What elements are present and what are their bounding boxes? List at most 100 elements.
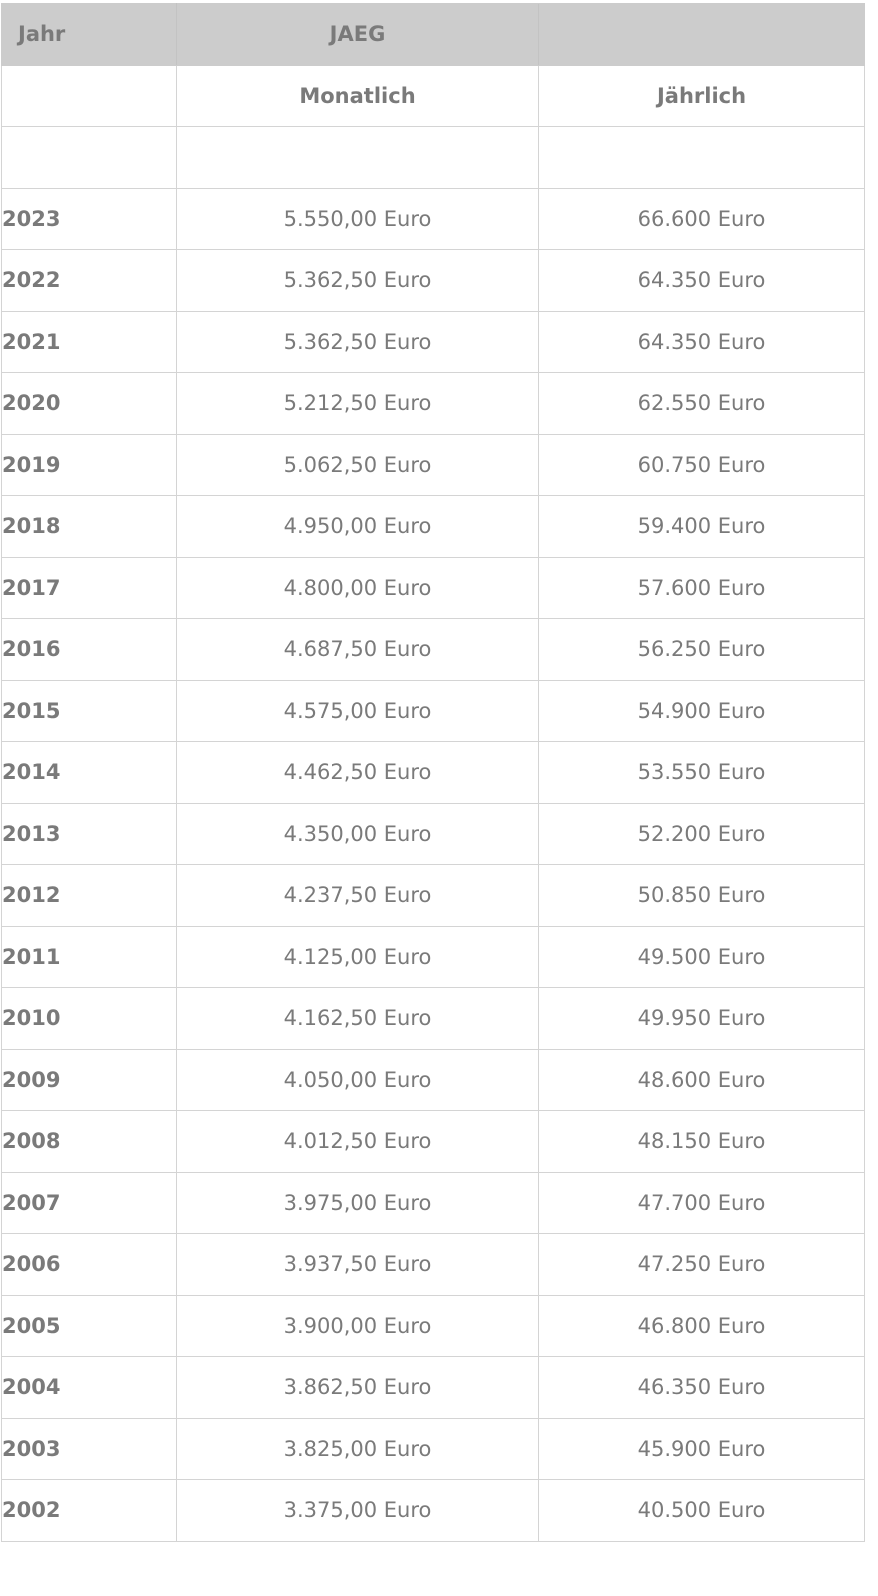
header-jaeg: JAEG — [176, 3, 539, 66]
yearly-cell: 59.400 Euro — [538, 495, 865, 558]
table-row: 2016 4.687,50 Euro 56.250 Euro — [1, 618, 865, 681]
empty-cell — [1, 126, 177, 189]
subheader-row: Monatlich Jährlich — [1, 64, 865, 127]
empty-cell — [538, 126, 865, 189]
monthly-cell: 3.862,50 Euro — [176, 1356, 539, 1419]
table-row: 2008 4.012,50 Euro 48.150 Euro — [1, 1110, 865, 1173]
year-cell: 2007 — [1, 1171, 177, 1234]
table-row: 2018 4.950,00 Euro 59.400 Euro — [1, 495, 865, 558]
monthly-cell: 4.462,50 Euro — [176, 741, 539, 804]
year-cell: 2004 — [1, 1356, 177, 1419]
table-row: 2020 5.212,50 Euro 62.550 Euro — [1, 372, 865, 435]
year-cell: 2023 — [1, 187, 177, 250]
year-cell: 2014 — [1, 741, 177, 804]
year-cell: 2005 — [1, 1294, 177, 1357]
yearly-cell: 49.950 Euro — [538, 987, 865, 1050]
yearly-cell: 60.750 Euro — [538, 433, 865, 496]
table-row: 2013 4.350,00 Euro 52.200 Euro — [1, 802, 865, 865]
yearly-cell: 62.550 Euro — [538, 372, 865, 435]
monthly-cell: 3.375,00 Euro — [176, 1479, 539, 1542]
yearly-cell: 45.900 Euro — [538, 1417, 865, 1480]
year-cell: 2019 — [1, 433, 177, 496]
monthly-cell: 4.012,50 Euro — [176, 1110, 539, 1173]
table-row: 2015 4.575,00 Euro 54.900 Euro — [1, 679, 865, 742]
table-row: 2004 3.862,50 Euro 46.350 Euro — [1, 1356, 865, 1419]
yearly-cell: 53.550 Euro — [538, 741, 865, 804]
table-row: 2010 4.162,50 Euro 49.950 Euro — [1, 987, 865, 1050]
empty-row — [1, 126, 865, 189]
yearly-cell: 40.500 Euro — [538, 1479, 865, 1542]
subheader-empty — [1, 64, 177, 127]
subheader-monthly: Monatlich — [176, 64, 539, 127]
monthly-cell: 4.125,00 Euro — [176, 925, 539, 988]
yearly-cell: 47.700 Euro — [538, 1171, 865, 1234]
table-row: 2012 4.237,50 Euro 50.850 Euro — [1, 864, 865, 927]
monthly-cell: 5.362,50 Euro — [176, 310, 539, 373]
table-row: 2011 4.125,00 Euro 49.500 Euro — [1, 925, 865, 988]
table-row: 2022 5.362,50 Euro 64.350 Euro — [1, 249, 865, 312]
year-cell: 2017 — [1, 556, 177, 619]
year-cell: 2009 — [1, 1048, 177, 1111]
table-row: 2003 3.825,00 Euro 45.900 Euro — [1, 1417, 865, 1480]
yearly-cell: 48.150 Euro — [538, 1110, 865, 1173]
yearly-cell: 50.850 Euro — [538, 864, 865, 927]
year-cell: 2008 — [1, 1110, 177, 1173]
monthly-cell: 4.950,00 Euro — [176, 495, 539, 558]
monthly-cell: 4.050,00 Euro — [176, 1048, 539, 1111]
table-row: 2017 4.800,00 Euro 57.600 Euro — [1, 556, 865, 619]
monthly-cell: 4.687,50 Euro — [176, 618, 539, 681]
header-jahr: Jahr — [1, 3, 177, 66]
yearly-cell: 49.500 Euro — [538, 925, 865, 988]
table-row: 2021 5.362,50 Euro 64.350 Euro — [1, 310, 865, 373]
monthly-cell: 5.362,50 Euro — [176, 249, 539, 312]
table-row: 2005 3.900,00 Euro 46.800 Euro — [1, 1294, 865, 1357]
table-row: 2019 5.062,50 Euro 60.750 Euro — [1, 433, 865, 496]
table-row: 2009 4.050,00 Euro 48.600 Euro — [1, 1048, 865, 1111]
subheader-yearly: Jährlich — [538, 64, 865, 127]
table-row: 2007 3.975,00 Euro 47.700 Euro — [1, 1171, 865, 1234]
monthly-cell: 5.212,50 Euro — [176, 372, 539, 435]
jaeg-table: Jahr JAEG Monatlich Jährlich 2023 5.550,… — [1, 3, 865, 1542]
yearly-cell: 64.350 Euro — [538, 249, 865, 312]
year-cell: 2010 — [1, 987, 177, 1050]
yearly-cell: 64.350 Euro — [538, 310, 865, 373]
year-cell: 2020 — [1, 372, 177, 435]
monthly-cell: 3.937,50 Euro — [176, 1233, 539, 1296]
year-cell: 2003 — [1, 1417, 177, 1480]
monthly-cell: 5.550,00 Euro — [176, 187, 539, 250]
monthly-cell: 3.900,00 Euro — [176, 1294, 539, 1357]
yearly-cell: 54.900 Euro — [538, 679, 865, 742]
yearly-cell: 66.600 Euro — [538, 187, 865, 250]
header-empty — [538, 3, 865, 66]
monthly-cell: 4.237,50 Euro — [176, 864, 539, 927]
year-cell: 2021 — [1, 310, 177, 373]
year-cell: 2013 — [1, 802, 177, 865]
yearly-cell: 52.200 Euro — [538, 802, 865, 865]
year-cell: 2006 — [1, 1233, 177, 1296]
yearly-cell: 46.800 Euro — [538, 1294, 865, 1357]
table-row: 2014 4.462,50 Euro 53.550 Euro — [1, 741, 865, 804]
yearly-cell: 47.250 Euro — [538, 1233, 865, 1296]
table-row: 2002 3.375,00 Euro 40.500 Euro — [1, 1479, 865, 1542]
year-cell: 2022 — [1, 249, 177, 312]
year-cell: 2012 — [1, 864, 177, 927]
table-body: 2023 5.550,00 Euro 66.600 Euro 2022 5.36… — [1, 126, 865, 1542]
table-row: 2023 5.550,00 Euro 66.600 Euro — [1, 187, 865, 250]
year-cell: 2018 — [1, 495, 177, 558]
table-head: Jahr JAEG Monatlich Jährlich — [1, 3, 865, 127]
monthly-cell: 5.062,50 Euro — [176, 433, 539, 496]
header-row: Jahr JAEG — [1, 3, 865, 66]
monthly-cell: 3.975,00 Euro — [176, 1171, 539, 1234]
monthly-cell: 4.162,50 Euro — [176, 987, 539, 1050]
yearly-cell: 56.250 Euro — [538, 618, 865, 681]
yearly-cell: 46.350 Euro — [538, 1356, 865, 1419]
year-cell: 2011 — [1, 925, 177, 988]
monthly-cell: 4.350,00 Euro — [176, 802, 539, 865]
year-cell: 2002 — [1, 1479, 177, 1542]
empty-cell — [176, 126, 539, 189]
year-cell: 2015 — [1, 679, 177, 742]
yearly-cell: 57.600 Euro — [538, 556, 865, 619]
monthly-cell: 3.825,00 Euro — [176, 1417, 539, 1480]
monthly-cell: 4.575,00 Euro — [176, 679, 539, 742]
table-row: 2006 3.937,50 Euro 47.250 Euro — [1, 1233, 865, 1296]
